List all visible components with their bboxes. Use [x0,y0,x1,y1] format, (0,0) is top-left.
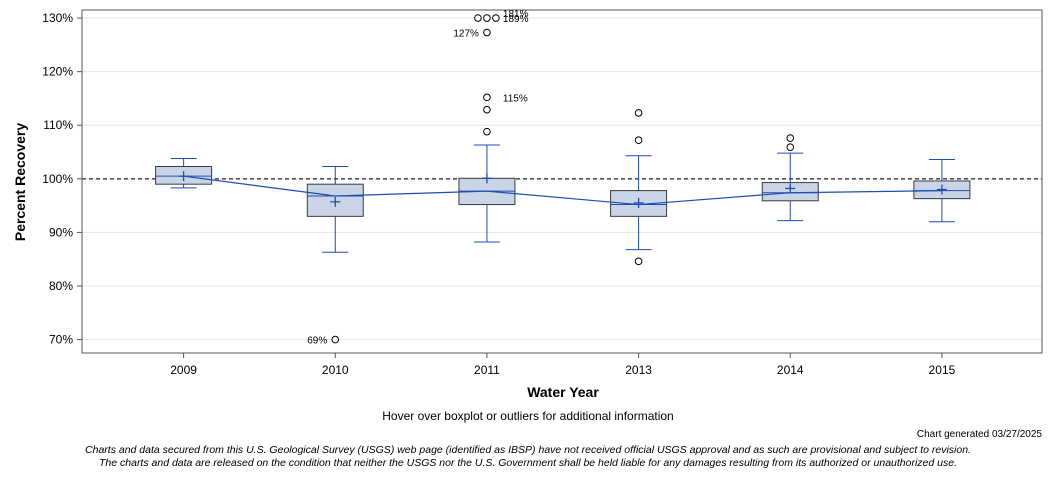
y-axis: 70% 80% 90% 100% 110% 120% 130% [42,11,82,347]
x-tick-label-2014: 2014 [777,363,804,377]
outlier-2011-6[interactable] [483,105,491,114]
y-tick-label-110: 110% [43,118,73,132]
hover-instructions: Hover over boxplot or outliers for addit… [382,409,674,423]
box-2009[interactable] [155,157,213,189]
x-tick-label-2010: 2010 [322,363,349,377]
boxplot-chart: 70%80%90%100%110%120%130% 2009 2010 2011 20… [12,9,1043,400]
outlier-2014-12[interactable] [786,143,795,151]
y-axis-title: Percent Recovery [12,123,28,242]
x-tick-label-2011: 2011 [474,363,500,377]
x-axis: 2009 2010 2011 2013 2014 2015 [170,353,956,377]
x-tick-label-2009: 2009 [170,363,197,377]
outlier-label-2011-4: 127% [453,29,479,40]
x-tick-label-2015: 2015 [929,363,956,377]
offscale-label-0: 181% [503,9,529,20]
disclaimer-line-2: The charts and data are released on the … [99,457,957,469]
outlier-2013-10[interactable] [634,257,643,266]
outlier-2011-7[interactable] [483,127,491,136]
outlier-2011-1[interactable] [474,14,482,22]
y-tick-label-100: 100% [42,172,73,186]
disclaimer: Charts and data secured from this U.S. G… [0,444,1056,470]
outlier-2011-5[interactable] [483,93,491,102]
offscale-label-1: 189% [503,14,529,25]
y-tick-label-130: 130% [42,11,73,25]
x-tick-label-2013: 2013 [625,363,652,377]
outlier-2011-2[interactable] [483,14,491,22]
gridlines [82,17,1042,341]
plot-frame [81,9,1043,354]
outlier-2014-11[interactable] [786,134,795,142]
y-tick-label-80: 80% [49,279,73,293]
boxes[interactable] [155,144,971,253]
box-2014[interactable] [761,152,819,222]
disclaimer-line-1: Charts and data secured from this U.S. G… [85,444,971,456]
outlier-2010-0[interactable] [331,335,340,344]
median-connector-line [183,175,942,206]
y-tick-label-70: 70% [49,333,73,347]
outlier-2011-3[interactable] [492,14,500,22]
chart-generated-date: Chart generated 03/27/2025 [916,429,1042,440]
outlier-2013-8[interactable] [634,109,643,117]
outlier-label-2011-5: 115% [503,93,528,104]
outlier-label-2010-0: 69% [307,336,327,347]
y-tick-label-90: 90% [49,225,73,239]
box-2011[interactable] [458,144,516,243]
outlier-2011-4[interactable] [483,28,491,37]
y-tick-label-120: 120% [42,65,73,79]
x-axis-title: Water Year [527,384,599,400]
outliers[interactable]: 69% 127% 115% 181%189% [307,9,795,347]
outlier-2013-9[interactable] [634,136,643,145]
